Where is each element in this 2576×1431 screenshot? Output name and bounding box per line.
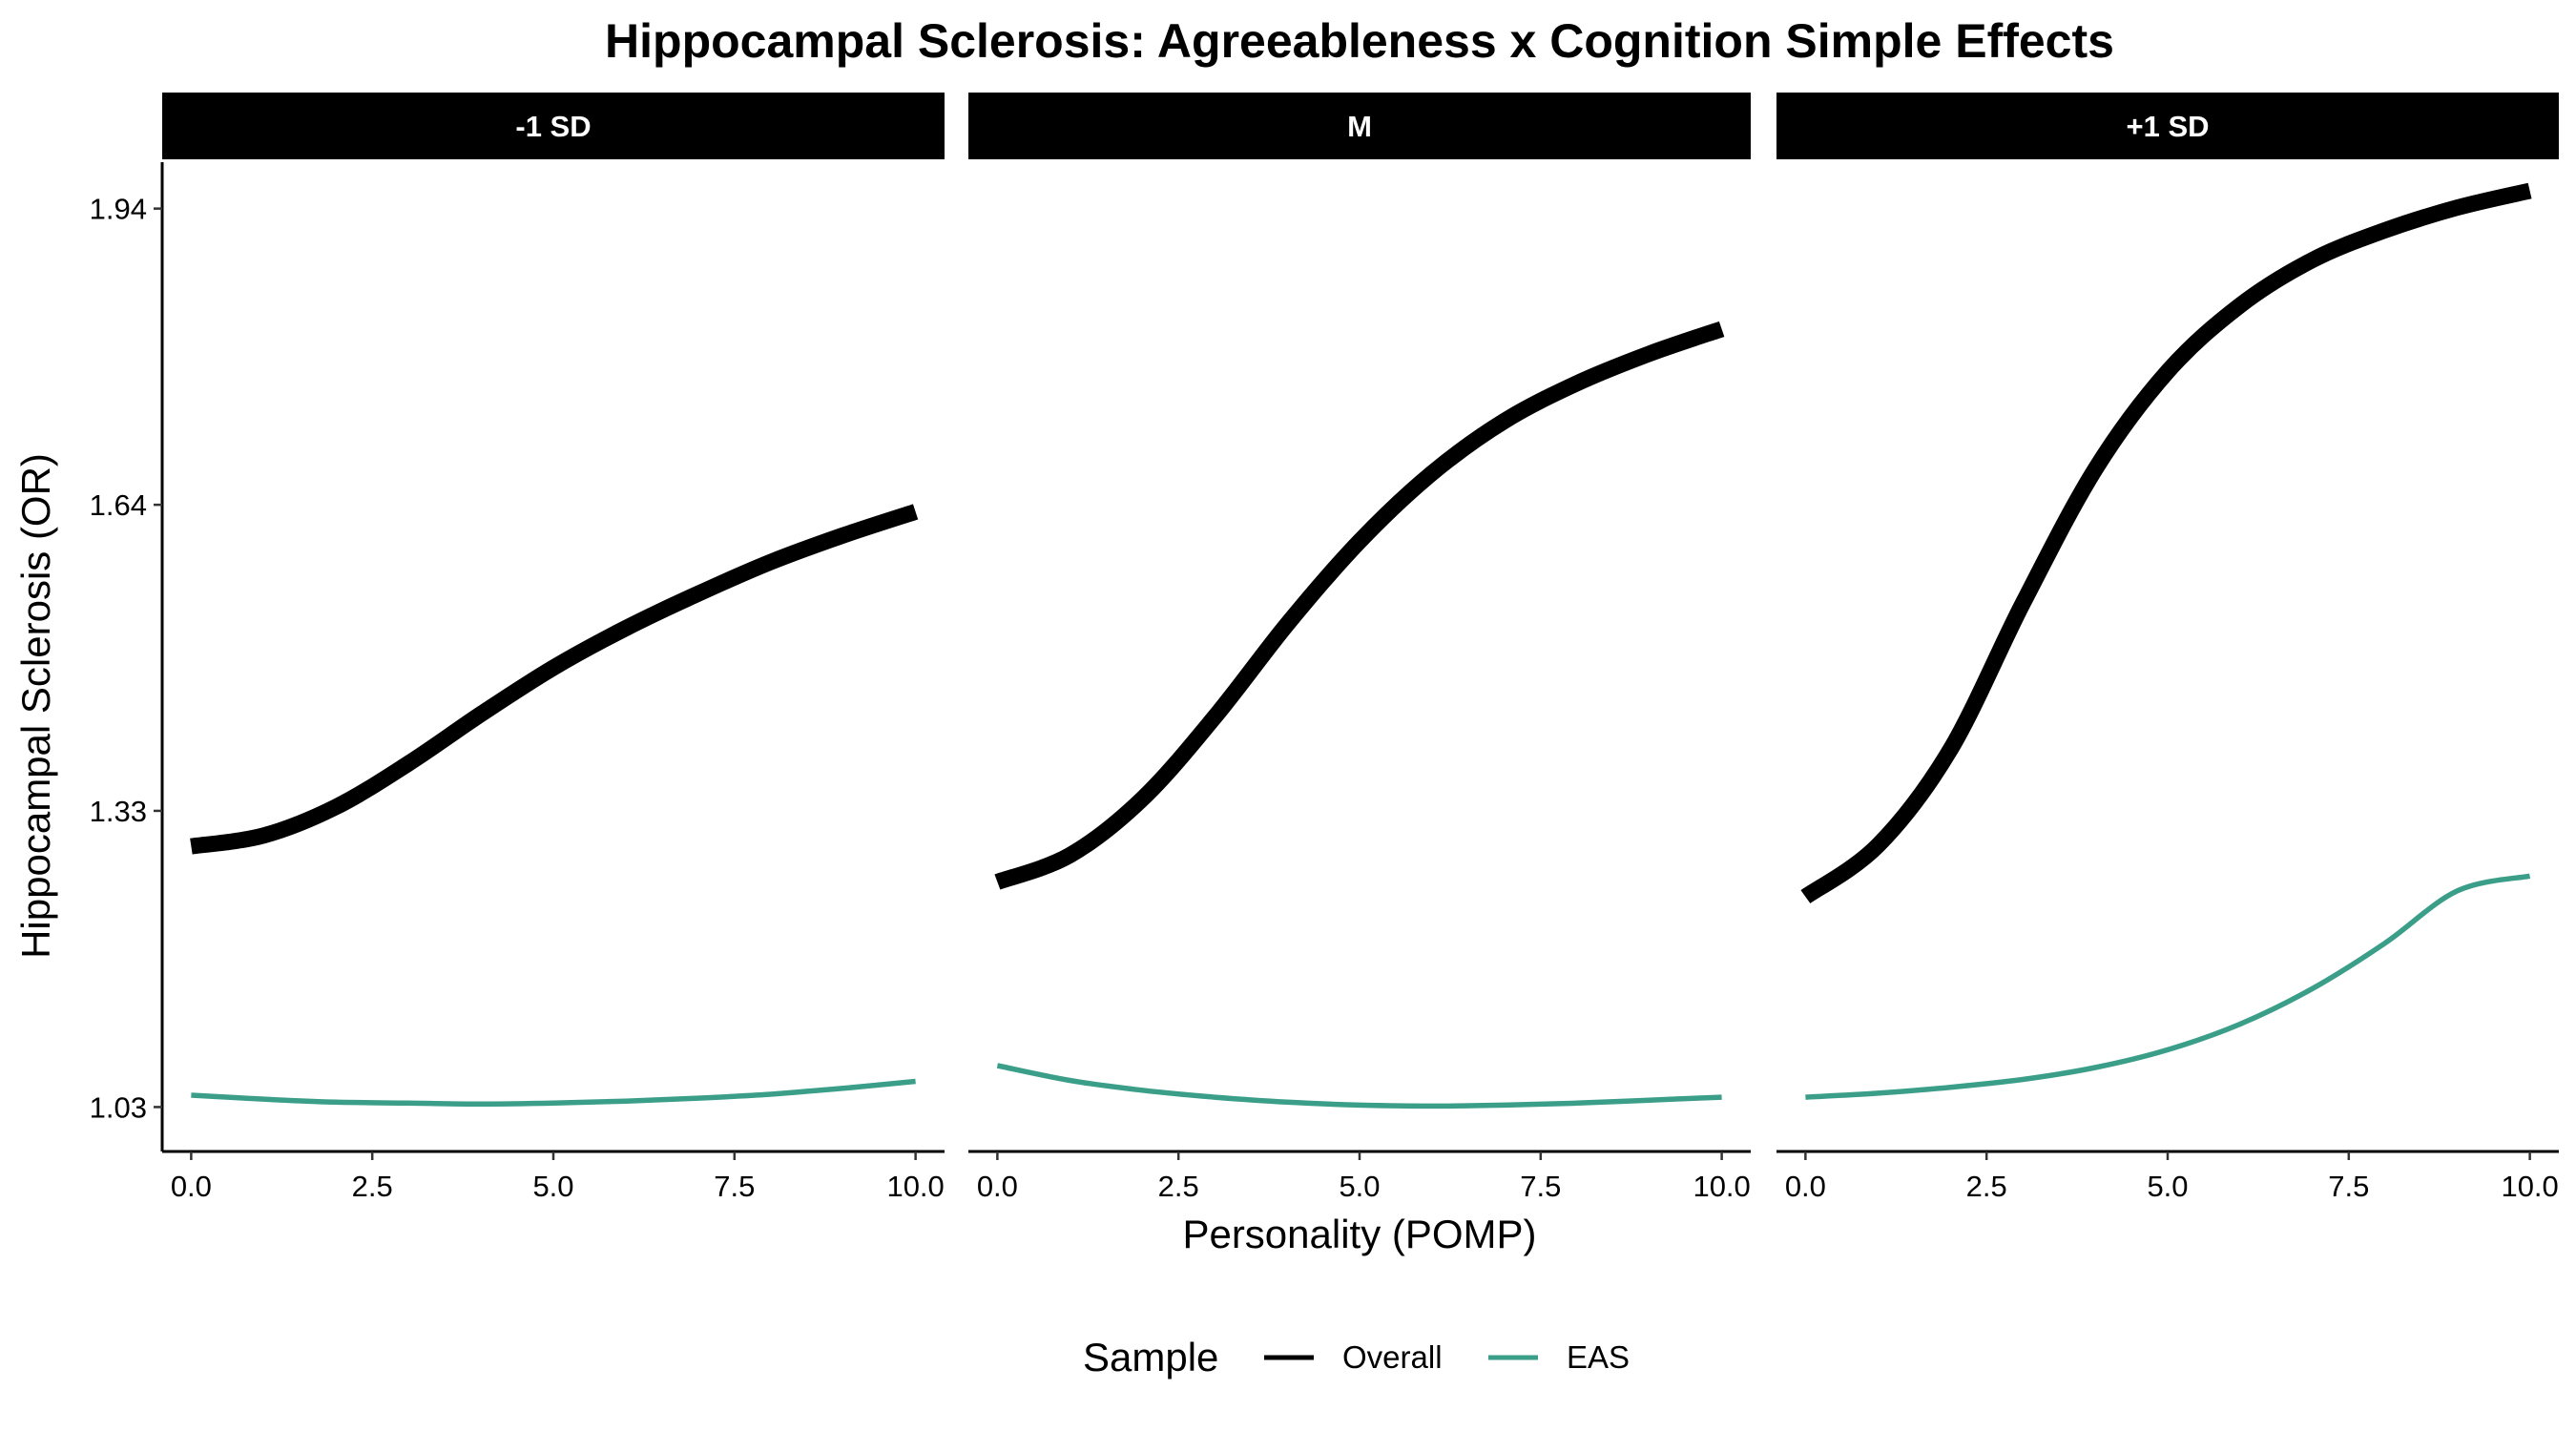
x-tick-label: 10.0 xyxy=(2501,1170,2558,1203)
x-tick-label: 0.0 xyxy=(1785,1170,1826,1203)
panels: -1 SD 1.03 1.33 1.64 1.94 0.0 2.5 5.0 7.5 10.0 M 0.… xyxy=(90,93,2559,1203)
series-line-eas xyxy=(1805,873,2531,1100)
x-tick-label: 7.5 xyxy=(1520,1170,1561,1203)
series-line-overall xyxy=(994,321,1725,890)
y-tick-label: 1.33 xyxy=(90,795,147,828)
x-tick-label: 10.0 xyxy=(1693,1170,1750,1203)
x-tick-label: 5.0 xyxy=(532,1170,573,1203)
x-tick-label: 7.5 xyxy=(714,1170,755,1203)
y-axis-title: Hippocampal Sclerosis (OR) xyxy=(13,453,58,959)
x-tick-label: 2.5 xyxy=(352,1170,393,1203)
legend-label-overall: Overall xyxy=(1342,1339,1443,1375)
panel-strip xyxy=(162,93,945,159)
panel-strip xyxy=(1776,93,2559,159)
panel-strip-label: +1 SD xyxy=(2126,110,2209,143)
y-tick-label: 1.03 xyxy=(90,1090,147,1124)
legend-title: Sample xyxy=(1083,1335,1218,1379)
panel-strip-label: -1 SD xyxy=(515,110,591,143)
panel-strip-label: M xyxy=(1347,110,1372,143)
x-tick-label: 7.5 xyxy=(2328,1170,2369,1203)
panel-2: M 0.0 2.5 5.0 7.5 10.0 xyxy=(968,93,1751,1203)
x-tick-label: 5.0 xyxy=(1339,1170,1380,1203)
legend-label-eas: EAS xyxy=(1567,1339,1630,1375)
panel-1: -1 SD 1.03 1.33 1.64 1.94 0.0 2.5 5.0 7.5 10.0 xyxy=(90,93,945,1203)
y-tick-label: 1.94 xyxy=(90,193,147,226)
y-tick-label: 1.64 xyxy=(90,488,147,522)
x-tick-label: 0.0 xyxy=(977,1170,1018,1203)
series-line-eas xyxy=(996,1063,1722,1110)
x-tick-label: 10.0 xyxy=(886,1170,944,1203)
series-line-overall xyxy=(1800,182,2532,904)
series-line-eas xyxy=(191,1078,916,1108)
chart-title: Hippocampal Sclerosis: Agreeableness x C… xyxy=(605,14,2114,68)
x-tick-label: 0.0 xyxy=(171,1170,212,1203)
series-line-overall xyxy=(190,504,919,855)
x-tick-label: 2.5 xyxy=(1966,1170,2007,1203)
x-tick-label: 2.5 xyxy=(1158,1170,1199,1203)
x-axis-title: Personality (POMP) xyxy=(1182,1212,1536,1256)
panel-3: +1 SD 0.0 2.5 5.0 7.5 10.0 xyxy=(1776,93,2559,1203)
legend: Sample Overall EAS xyxy=(1083,1335,1630,1379)
x-tick-label: 5.0 xyxy=(2147,1170,2188,1203)
panel-strip xyxy=(968,93,1751,159)
